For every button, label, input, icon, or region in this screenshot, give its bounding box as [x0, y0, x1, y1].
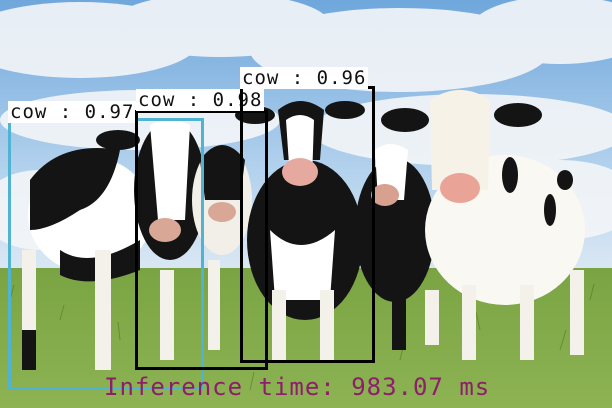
- detection-label: cow : 0.96: [240, 67, 369, 89]
- detection-label: cow : 0.97: [8, 101, 137, 123]
- cow-1: [22, 148, 152, 370]
- cow-5: [355, 144, 439, 350]
- inference-time-text: Inference time: 983.07 ms: [104, 373, 491, 401]
- cow-4: [235, 101, 365, 360]
- cow-2: [96, 120, 206, 360]
- bounding-box: [240, 86, 375, 363]
- cow-6: [381, 90, 585, 360]
- detection-label: cow : 0.98: [136, 89, 265, 111]
- cow-3: [192, 145, 252, 350]
- bounding-box: [135, 110, 268, 370]
